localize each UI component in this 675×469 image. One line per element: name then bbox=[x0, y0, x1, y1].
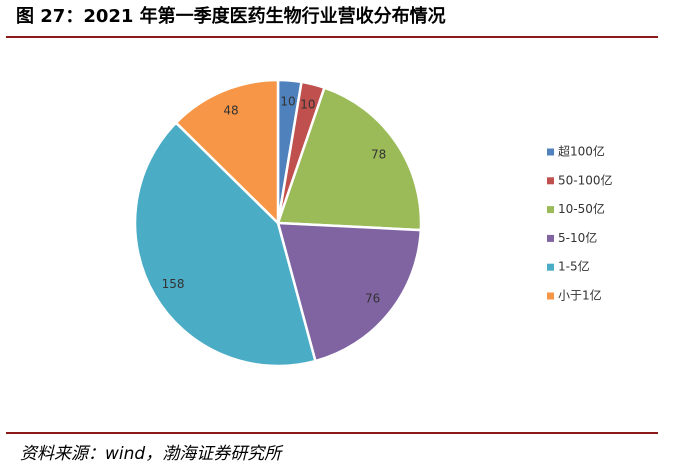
pie-slice bbox=[276, 86, 423, 232]
legend-swatch bbox=[547, 234, 554, 242]
legend-swatch bbox=[547, 206, 554, 214]
chart-title: 图 27：2021 年第一季度医药生物行业营收分布情况 bbox=[16, 5, 446, 27]
data-label: 48 bbox=[223, 103, 238, 117]
legend-label: 超100亿 bbox=[558, 144, 605, 159]
legend-label: 1-5亿 bbox=[558, 259, 590, 274]
legend-label: 50-100亿 bbox=[558, 172, 613, 187]
legend-swatch bbox=[547, 263, 554, 271]
data-label: 78 bbox=[371, 147, 386, 161]
data-label: 10 bbox=[280, 94, 295, 108]
data-label: 76 bbox=[365, 292, 380, 306]
data-label: 158 bbox=[162, 277, 185, 291]
pie-slice bbox=[276, 221, 423, 363]
pie-slice bbox=[133, 120, 317, 368]
legend-swatch bbox=[547, 292, 554, 300]
legend-label: 10-50亿 bbox=[558, 201, 605, 216]
data-label: 10 bbox=[300, 98, 315, 112]
legend-label: 5-10亿 bbox=[558, 230, 597, 245]
legend-swatch bbox=[547, 177, 554, 185]
source-note: 资料来源：wind，渤海证券研究所 bbox=[20, 444, 284, 464]
pie-slice bbox=[174, 78, 280, 226]
legend-label: 小于1亿 bbox=[558, 288, 602, 303]
legend-swatch bbox=[547, 148, 554, 156]
